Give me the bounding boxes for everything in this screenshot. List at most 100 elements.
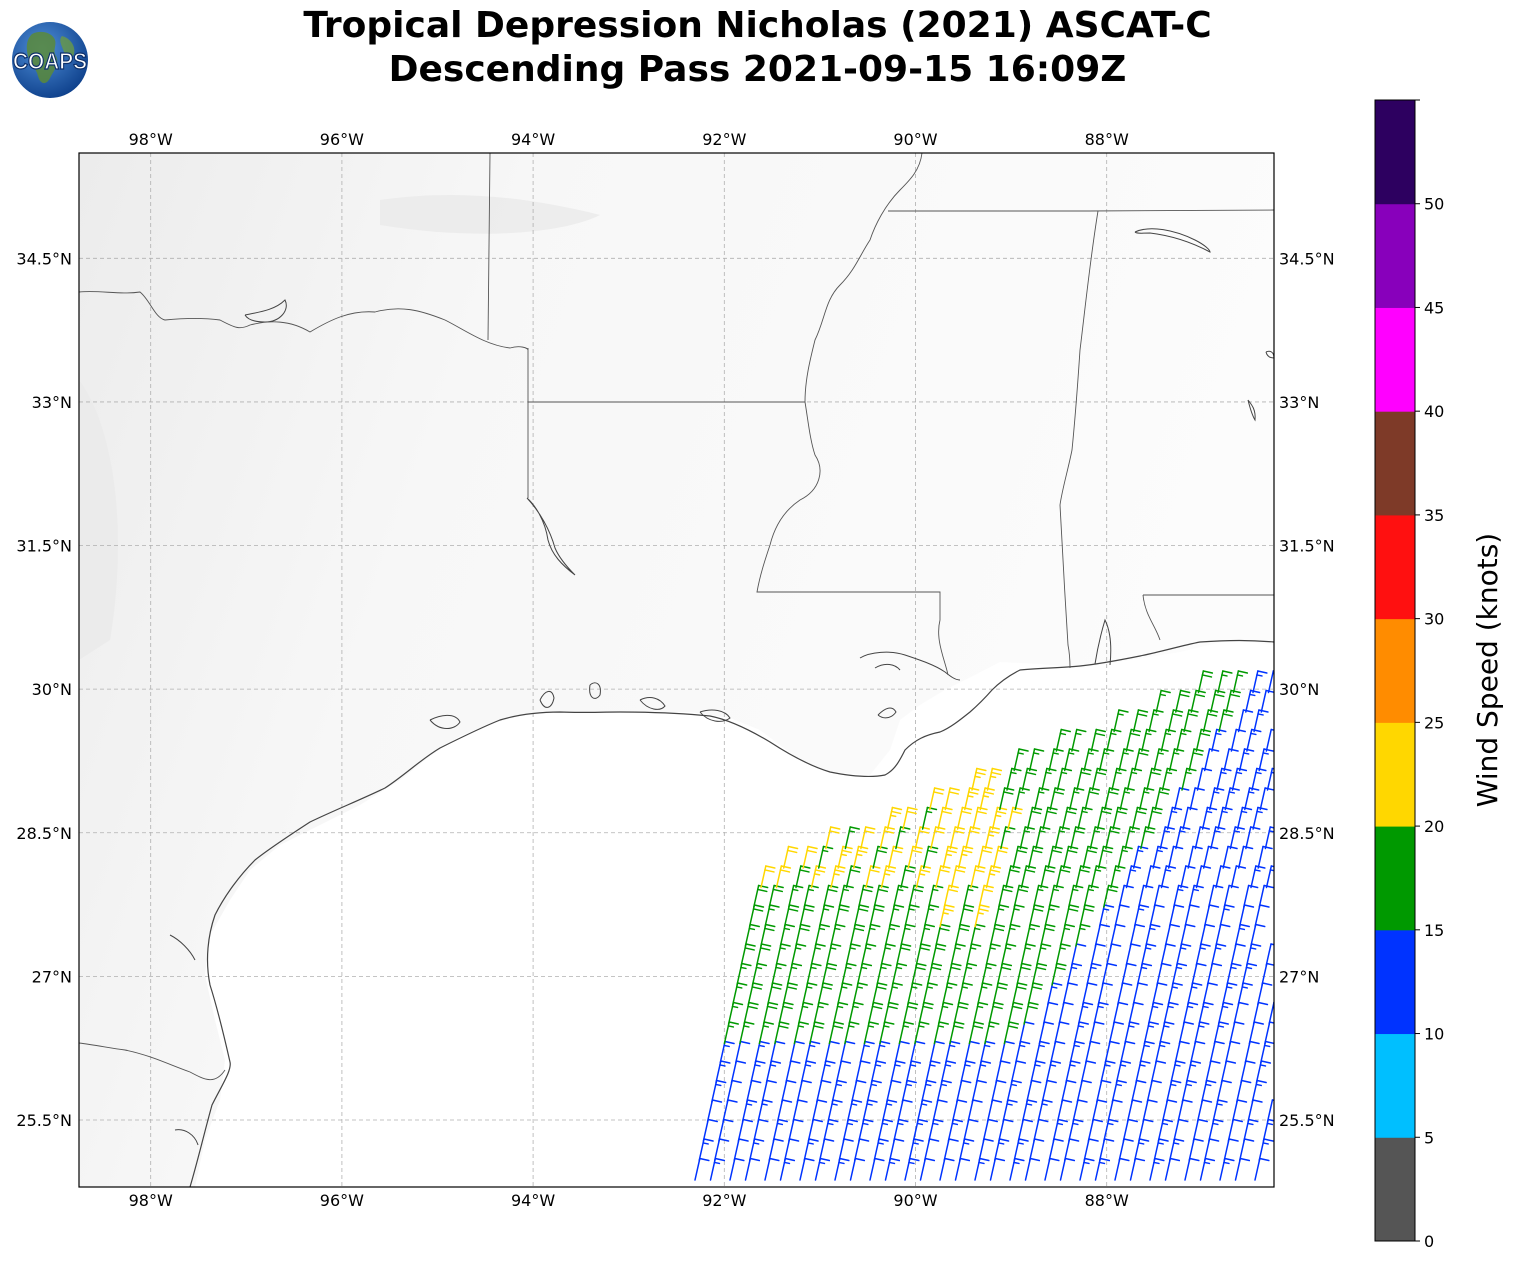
wind-barb (853, 1138, 870, 1162)
title-line-1: Tropical Depression Nicholas (2021) ASCA… (303, 5, 1212, 46)
wind-barb (1110, 865, 1126, 889)
wind-barb (922, 982, 938, 1006)
wind-barb (775, 865, 792, 889)
wind-barb (1111, 1079, 1127, 1103)
colorbar-segment (1375, 514, 1415, 620)
wind-barb (1082, 845, 1098, 869)
lat-tick-label: 33°N (32, 393, 72, 412)
wind-barb (1016, 962, 1032, 986)
wind-barb (970, 865, 986, 889)
wind-barb (698, 1138, 714, 1162)
wind-barb (830, 923, 846, 947)
wind-barb (943, 1138, 959, 1162)
wind-barb (832, 1001, 849, 1025)
wind-barb (1173, 1118, 1189, 1142)
wind-barb (860, 943, 877, 967)
wind-barb (1257, 845, 1273, 869)
colorbar-tick-label: 10 (1424, 1025, 1444, 1044)
wind-barb (964, 1040, 980, 1064)
wind-barb (1072, 1099, 1088, 1123)
wind-barb (1115, 1060, 1132, 1084)
wind-barb (869, 1157, 885, 1181)
wind-barb (1112, 1001, 1129, 1025)
wind-barb (935, 923, 951, 947)
wind-barb (1084, 1040, 1101, 1064)
colorbar-tick-label: 45 (1424, 298, 1444, 317)
wind-barb (1125, 943, 1141, 967)
wind-barb (1254, 1157, 1270, 1181)
lat-tick-label: 28.5°N (1279, 824, 1335, 843)
wind-barb (1195, 728, 1211, 752)
wind-barb (939, 1157, 955, 1181)
title-line-2: Descending Pass 2021-09-15 16:09Z (388, 49, 1127, 90)
wind-barb (1024, 923, 1040, 947)
wind-barb (1208, 884, 1224, 908)
wind-barb (867, 1001, 884, 1025)
coastline-detail (429, 651, 961, 729)
wind-barb (1019, 826, 1035, 850)
wind-barb (1231, 1099, 1248, 1123)
wind-barb (802, 845, 818, 869)
wind-barb (984, 1021, 1000, 1045)
wind-barb (1243, 1118, 1259, 1142)
wind-barb (834, 1157, 850, 1181)
wind-barb (963, 1118, 979, 1142)
wind-barb (1168, 904, 1185, 928)
wind-barb (951, 1099, 968, 1123)
wind-barb (1238, 748, 1255, 772)
wind-barb (1215, 865, 1231, 889)
lake-shape (1134, 228, 1211, 253)
wind-barb (746, 1079, 762, 1103)
wind-barb (758, 1021, 774, 1045)
wind-barb (1087, 1118, 1103, 1142)
wind-barb (733, 1138, 749, 1162)
wind-barb (853, 904, 870, 928)
wind-barb (1096, 1079, 1112, 1103)
wind-barb (1153, 1138, 1169, 1162)
wind-barb (893, 1118, 909, 1142)
wind-barb (974, 1157, 990, 1181)
wind-barb (753, 884, 769, 908)
wind-barb (1178, 1021, 1194, 1045)
wind-barb (711, 1079, 727, 1103)
wind-barb (919, 1157, 936, 1181)
wind-barb (841, 962, 857, 986)
wind-barb (1045, 1060, 1062, 1084)
wind-barb (1119, 787, 1135, 811)
wind-barb (1241, 962, 1258, 986)
wind-barb (715, 1060, 731, 1084)
wind-barb (1083, 884, 1099, 908)
lat-ticks-right: 34.5°N 33°N 31.5°N 30°N 28.5°N 27°N 25.5°N (1279, 249, 1335, 1130)
wind-barb (1006, 1079, 1022, 1103)
coastline (189, 639, 1274, 1187)
wind-barb (736, 962, 752, 986)
wind-barb (1000, 826, 1016, 850)
wind-barb (1020, 865, 1037, 889)
wind-barb (1262, 1118, 1274, 1142)
wind-barb (1139, 787, 1155, 811)
wind-barb (1238, 904, 1255, 928)
lake-shape (244, 299, 287, 323)
coaps-logo: COAPS (12, 22, 88, 98)
lat-tick-label: 31.5°N (16, 537, 72, 556)
wind-barb (1125, 728, 1141, 752)
wind-barb (764, 904, 780, 928)
wind-barb (1075, 923, 1091, 947)
wind-barb (1254, 904, 1270, 928)
wind-barb (827, 1099, 843, 1123)
wind-barb (1097, 982, 1113, 1006)
wind-barb (782, 982, 798, 1006)
wind-barb (915, 865, 932, 889)
lon-ticks-bottom: 98°W 96°W 94°W 92°W 90°W 88°W (129, 1191, 1129, 1210)
wind-barb (1047, 845, 1063, 869)
wind-barb (1117, 845, 1133, 869)
wind-barb (1037, 1099, 1053, 1123)
wind-barb (1038, 1021, 1054, 1045)
wind-barb (1062, 982, 1078, 1006)
wind-barb (953, 1001, 969, 1025)
wind-barb (1203, 1138, 1220, 1162)
colorbar-segment (1375, 203, 1415, 308)
wind-barb (1182, 1001, 1199, 1025)
wind-barb (837, 982, 853, 1006)
wind-barb (1139, 1040, 1155, 1064)
